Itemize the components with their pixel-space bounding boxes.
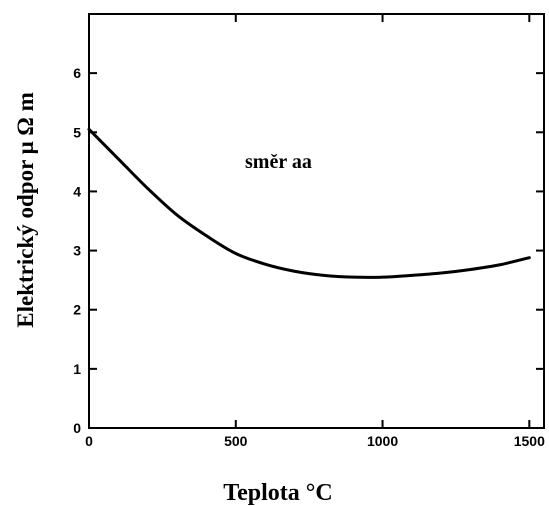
annotation-label: směr aa [245,151,312,173]
y-tick-label: 6 [73,65,81,81]
ticks [88,14,544,429]
y-tick-label: 4 [73,183,81,199]
y-axis-title: Elektrický odpor μ Ω m [13,92,38,327]
y-tick-label: 1 [73,361,81,377]
y-tick-label: 0 [73,420,81,436]
y-tick-label: 5 [73,124,81,140]
y-tick-label: 2 [73,302,81,318]
series-line [87,127,531,279]
x-tick-label: 1000 [367,433,398,449]
x-tick-label: 1500 [514,433,545,449]
plot-area-border [88,13,545,429]
x-axis-title: Teplota °C [223,480,332,506]
plot-frame [88,13,545,429]
y-tick-label: 3 [73,243,81,259]
tick-labels: 0 500 1000 1500 0 1 2 3 4 5 6 [73,65,545,449]
x-tick-label: 0 [85,433,93,449]
x-tick-label: 500 [224,433,248,449]
